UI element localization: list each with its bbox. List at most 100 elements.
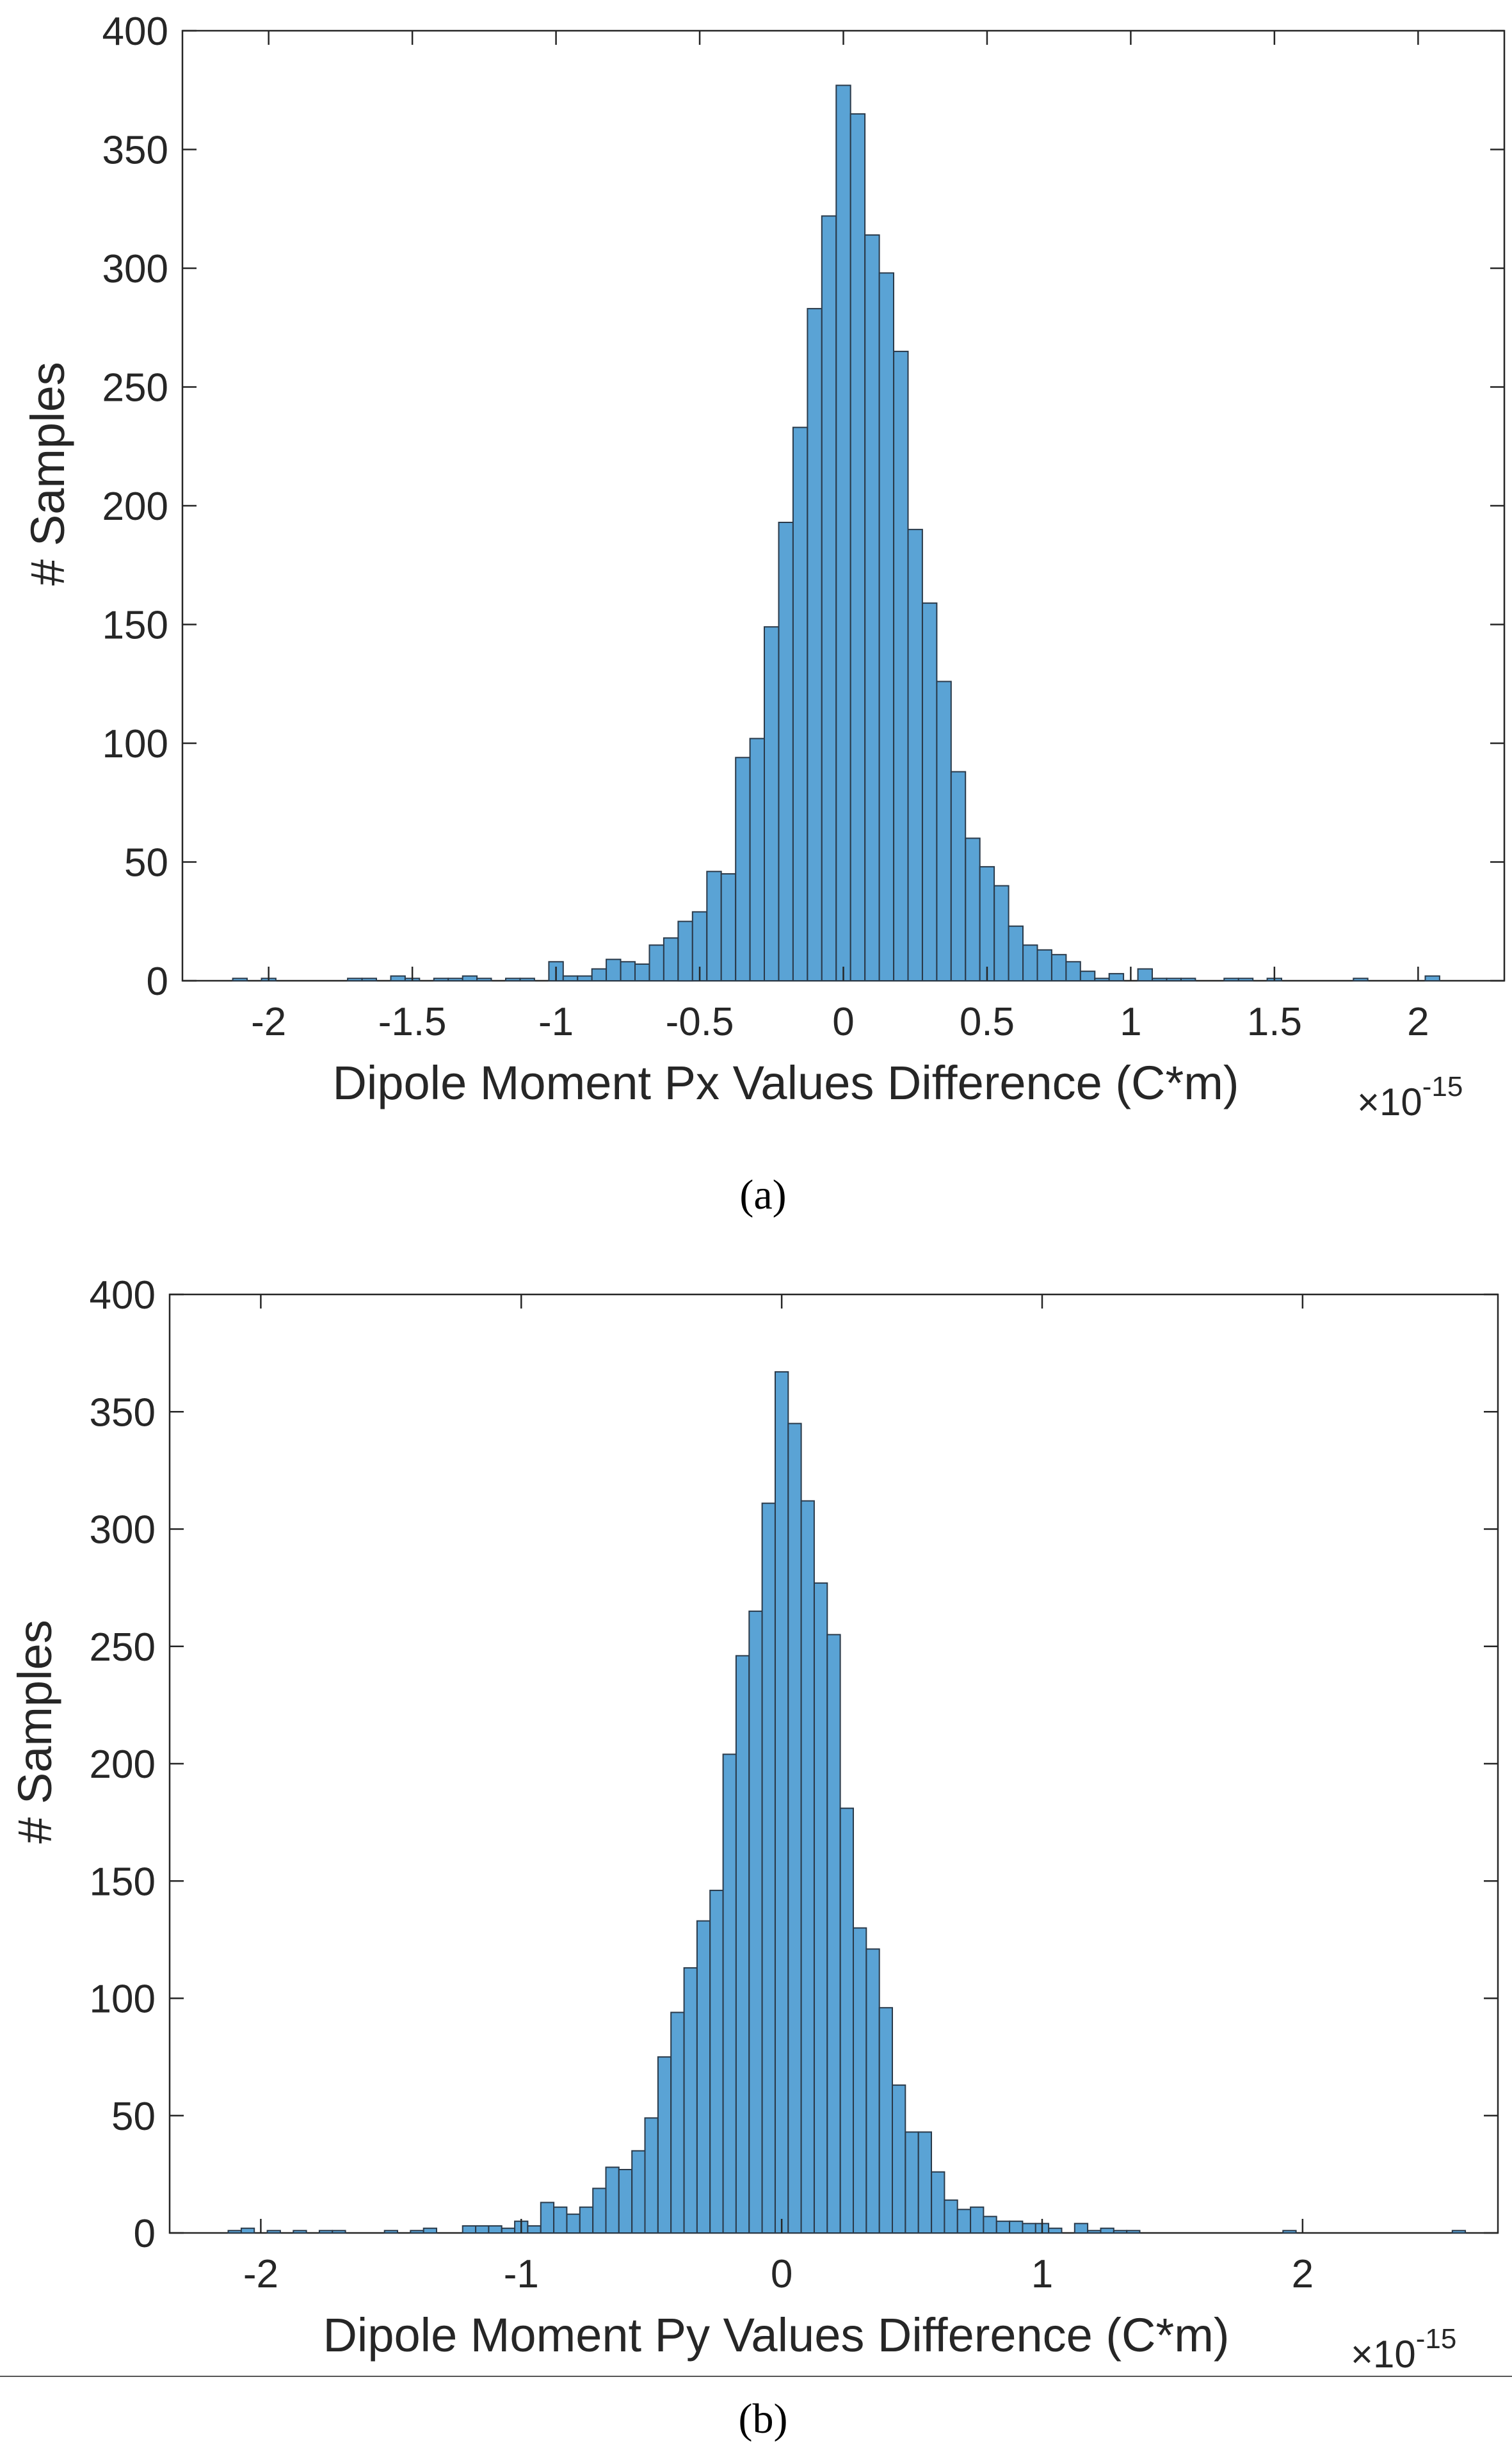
bar-px-49 bbox=[1079, 971, 1096, 981]
bar-py-21 bbox=[618, 2169, 633, 2234]
bar-px-17 bbox=[620, 961, 636, 982]
bar-py-3 bbox=[293, 2230, 307, 2234]
bar-px-40 bbox=[950, 771, 967, 981]
bar-py-24 bbox=[657, 2056, 672, 2234]
bar-py-52 bbox=[1022, 2223, 1036, 2234]
bar-px-48 bbox=[1065, 961, 1081, 982]
y-tick-label-px-8: 400 bbox=[102, 10, 168, 54]
y-tick-label-px-2: 100 bbox=[102, 722, 168, 766]
x-tick-label-py-4: 2 bbox=[1292, 2252, 1314, 2296]
bar-py-28 bbox=[709, 1889, 724, 2234]
y-tick-label-py-4: 200 bbox=[90, 1743, 156, 1787]
bar-px-0 bbox=[232, 978, 248, 982]
y-tick-label-py-5: 250 bbox=[90, 1625, 156, 1670]
bar-py-49 bbox=[983, 2216, 997, 2234]
bar-py-26 bbox=[683, 1967, 698, 2234]
y-tick-label-py-2: 100 bbox=[90, 1978, 156, 2022]
bar-px-27 bbox=[764, 626, 780, 981]
y-tick-label-px-1: 50 bbox=[124, 841, 168, 885]
y-axis-label-py: # Samples bbox=[8, 1620, 61, 1844]
bar-px-3 bbox=[361, 978, 377, 982]
y-tick-label-px-7: 350 bbox=[102, 129, 168, 173]
bar-py-50 bbox=[995, 2220, 1011, 2234]
bar-py-20 bbox=[605, 2166, 620, 2234]
bar-py-11 bbox=[488, 2225, 503, 2234]
bar-px-51 bbox=[1108, 972, 1125, 982]
bar-py-2 bbox=[266, 2230, 281, 2234]
y-tick-label-py-3: 150 bbox=[90, 1860, 156, 1904]
bar-px-21 bbox=[677, 921, 693, 982]
x-tick-label-px-0: -2 bbox=[251, 1000, 286, 1044]
bar-py-6 bbox=[383, 2230, 399, 2234]
bar-py-25 bbox=[670, 2011, 685, 2234]
bar-py-17 bbox=[566, 2213, 581, 2234]
bar-px-35 bbox=[878, 272, 894, 981]
bar-px-60 bbox=[1424, 975, 1440, 981]
bar-px-29 bbox=[792, 426, 808, 981]
bar-px-13 bbox=[562, 975, 579, 981]
bar-py-43 bbox=[905, 2131, 919, 2234]
histogram-py: -2 -1 0 1 2 0 50 100 150 200 250 300 350 400 Dipole … bbox=[8, 1273, 1499, 2376]
bar-py-36 bbox=[814, 1582, 828, 2234]
bars-px bbox=[232, 85, 1440, 982]
bar-py-12 bbox=[501, 2227, 516, 2234]
bar-px-28 bbox=[778, 522, 794, 981]
x-tick-label-py-1: -1 bbox=[504, 2252, 539, 2296]
bar-px-25 bbox=[735, 757, 751, 982]
bar-px-14 bbox=[577, 975, 593, 981]
y-tick-label-px-5: 250 bbox=[102, 366, 168, 410]
bar-px-36 bbox=[893, 350, 909, 981]
bar-py-54 bbox=[1048, 2227, 1063, 2234]
y-tick-label-py-7: 350 bbox=[90, 1390, 156, 1435]
x-tick-label-px-2: -1 bbox=[538, 1000, 574, 1044]
y-tick-label-px-3: 150 bbox=[102, 604, 168, 648]
bar-py-37 bbox=[826, 1634, 841, 2234]
bar-py-61 bbox=[1451, 2230, 1467, 2234]
x-axis-label-px: Dipole Moment Px Values Difference (C*m) bbox=[332, 1056, 1239, 1109]
bar-py-40 bbox=[865, 1948, 880, 2234]
bar-py-51 bbox=[1009, 2220, 1024, 2234]
bar-px-26 bbox=[749, 737, 765, 981]
x-axis-label-py: Dipole Moment Py Values Difference (C*m) bbox=[323, 2308, 1229, 2362]
x-tick-label-px-8: 2 bbox=[1407, 1000, 1429, 1044]
y-tick-label-py-0: 0 bbox=[134, 2212, 156, 2256]
x-tick-label-px-5: 0.5 bbox=[960, 1000, 1015, 1044]
x-exponent-power-px: -15 bbox=[1422, 1071, 1463, 1102]
bar-py-31 bbox=[748, 1610, 763, 2234]
bar-py-45 bbox=[931, 2171, 945, 2234]
caption-a: (a) bbox=[739, 1172, 786, 1218]
bar-px-37 bbox=[907, 529, 923, 981]
bar-py-29 bbox=[722, 1753, 737, 2234]
x-tick-label-px-4: 0 bbox=[832, 1000, 854, 1044]
x-tick-label-px-7: 1.5 bbox=[1247, 1000, 1302, 1044]
bar-px-45 bbox=[1022, 944, 1038, 982]
bar-px-32 bbox=[835, 85, 851, 981]
bar-px-23 bbox=[706, 871, 722, 982]
bar-px-15 bbox=[591, 968, 607, 981]
x-tick-label-py-2: 0 bbox=[771, 2252, 792, 2296]
bar-px-18 bbox=[634, 963, 650, 981]
bar-py-10 bbox=[475, 2225, 490, 2234]
bar-px-54 bbox=[1166, 978, 1182, 982]
y-tick-label-px-4: 200 bbox=[102, 485, 168, 529]
x-ticks-py: -2 -1 0 1 2 bbox=[243, 1294, 1314, 2296]
y-tick-label-px-0: 0 bbox=[147, 960, 168, 1004]
x-ticks-px: -2 -1.5 -1 -0.5 0 0.5 1 1.5 2 bbox=[251, 31, 1429, 1044]
bar-px-39 bbox=[936, 681, 952, 981]
bar-py-48 bbox=[970, 2206, 985, 2234]
x-exponent-power-py: -15 bbox=[1416, 2323, 1457, 2355]
bar-py-27 bbox=[696, 1920, 711, 2234]
bar-px-47 bbox=[1051, 954, 1067, 981]
bar-px-59 bbox=[1353, 978, 1369, 982]
y-tick-label-px-6: 300 bbox=[102, 247, 168, 291]
bar-py-32 bbox=[761, 1502, 776, 2234]
bar-px-6 bbox=[433, 978, 449, 982]
bar-py-58 bbox=[1113, 2230, 1128, 2234]
bar-px-52 bbox=[1137, 968, 1153, 981]
bar-px-11 bbox=[519, 978, 535, 982]
bar-py-7 bbox=[410, 2230, 424, 2234]
bar-px-24 bbox=[720, 873, 737, 981]
bar-px-30 bbox=[807, 308, 823, 982]
bar-py-1 bbox=[240, 2227, 255, 2234]
bar-py-39 bbox=[853, 1927, 867, 2234]
